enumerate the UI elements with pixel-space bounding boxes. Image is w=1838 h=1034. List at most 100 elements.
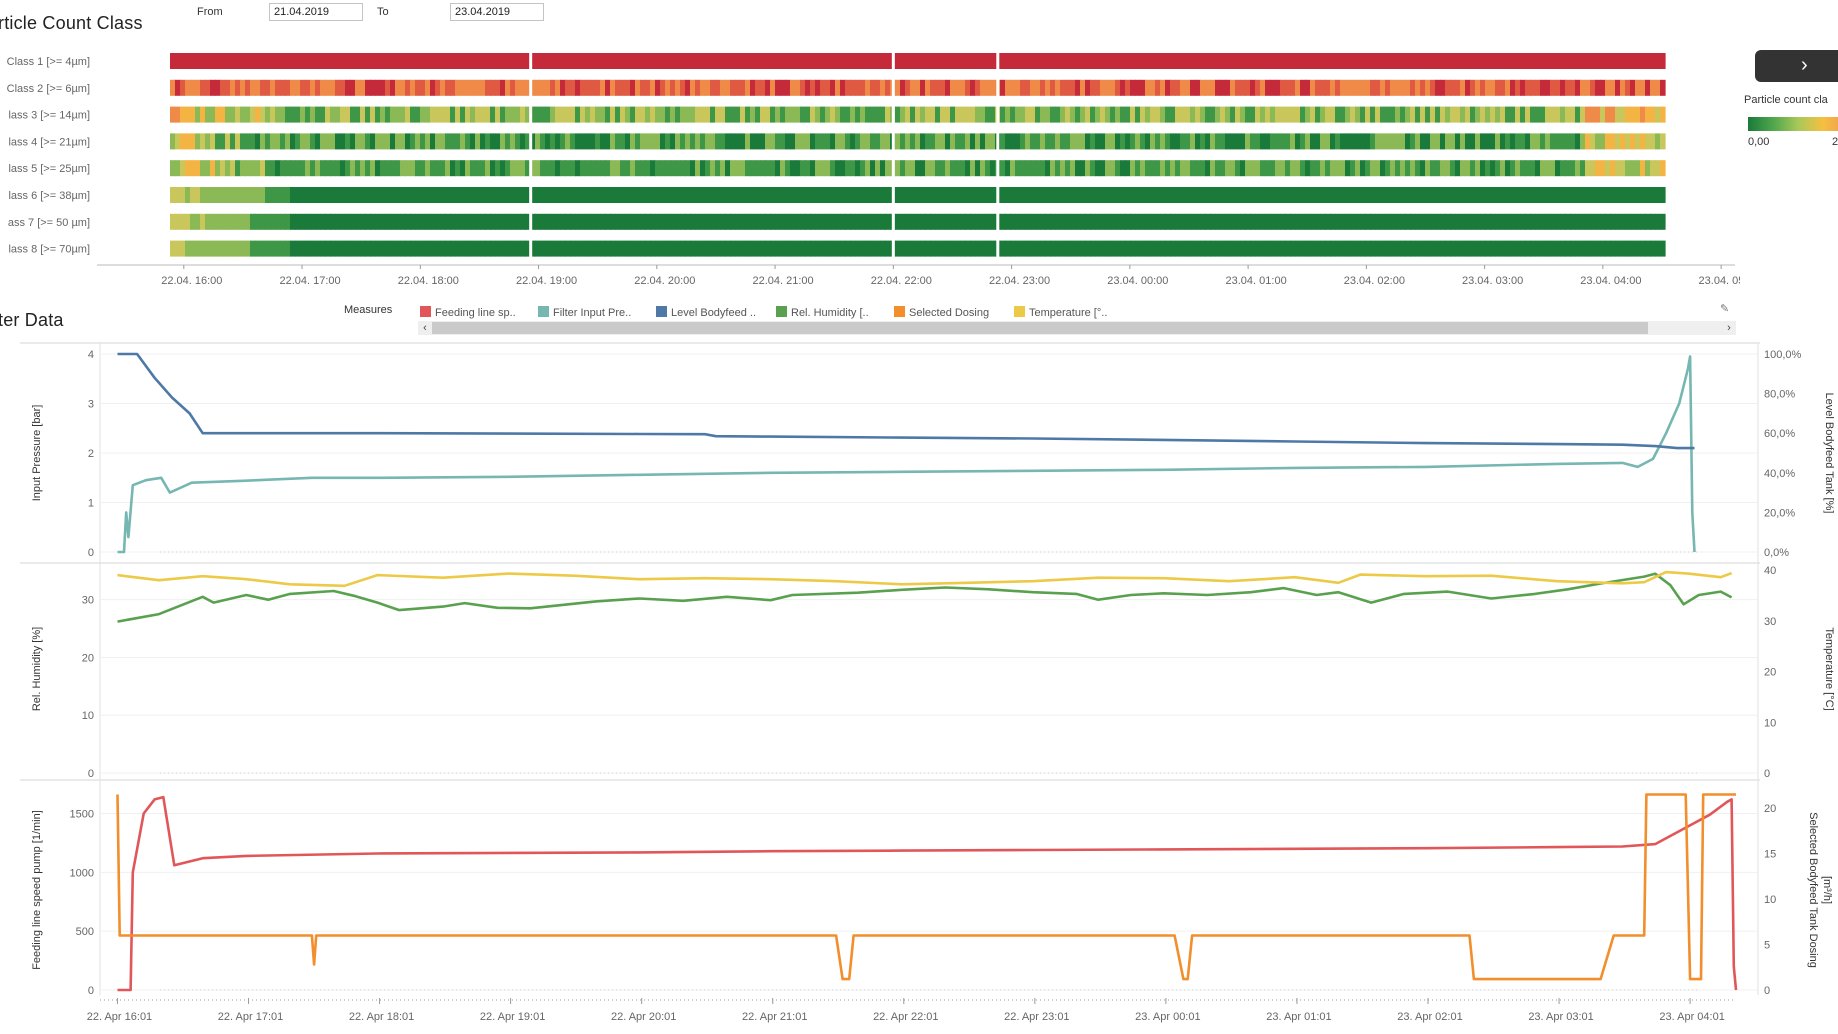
- heatmap-cell: [780, 53, 786, 69]
- heatmap-cell: [1210, 187, 1216, 203]
- heatmap-cell: [1510, 106, 1516, 123]
- heatmap-cell: [375, 187, 381, 203]
- next-page-button[interactable]: ›: [1755, 50, 1838, 82]
- heatmap-cell: [1435, 53, 1441, 69]
- y-right-tick-label: 40: [1764, 565, 1776, 577]
- heatmap-cell: [400, 133, 406, 150]
- heatmap-cell: [1440, 240, 1446, 257]
- heatmap-cell: [1450, 240, 1456, 257]
- heatmap-cell: [445, 160, 451, 177]
- heatmap-cell: [180, 133, 186, 150]
- heatmap-cell: [330, 106, 336, 123]
- heatmap-cell: [1300, 160, 1306, 177]
- heatmap-cell: [695, 79, 701, 96]
- heatmap-cell: [1555, 160, 1561, 177]
- heatmap-cell: [610, 240, 616, 257]
- heatmap-cell: [1615, 240, 1621, 257]
- measures-legend-item[interactable]: Filter Input Pre..: [538, 306, 631, 319]
- heatmap-cell: [1290, 240, 1296, 257]
- heatmap-cell: [1315, 106, 1321, 123]
- legend-label: Rel. Humidity [..: [791, 307, 869, 319]
- heatmap-cell: [385, 133, 391, 150]
- measures-legend-item[interactable]: Level Bodyfeed ..: [656, 306, 756, 319]
- heatmap-cell: [1180, 79, 1186, 96]
- heatmap-cell: [745, 79, 751, 96]
- heatmap-cell: [840, 106, 846, 123]
- heatmap-cell: [1595, 240, 1601, 257]
- heatmap-cell: [1035, 160, 1041, 177]
- heatmap-cell: [570, 160, 576, 177]
- scroll-right-icon[interactable]: ›: [1727, 322, 1731, 334]
- from-date-input[interactable]: 21.04.2019: [269, 3, 363, 21]
- heatmap-cell: [590, 106, 596, 123]
- heatmap-cell: [480, 160, 486, 177]
- heatmap-row: [170, 212, 1666, 231]
- heatmap-cell: [1635, 79, 1641, 96]
- heatmap-cell: [215, 106, 221, 123]
- heatmap-cell: [815, 106, 821, 123]
- heatmap-cell: [315, 53, 321, 69]
- heatmap-cell: [1315, 240, 1321, 257]
- heatmap-cell: [435, 79, 441, 96]
- heatmap-cell: [355, 160, 361, 177]
- x-tick-label: 22. Apr 17:01: [218, 1011, 283, 1023]
- heatmap-cell: [1440, 133, 1446, 150]
- heatmap-cell: [380, 133, 386, 150]
- heatmap-cell: [1475, 79, 1481, 96]
- heatmap-cell: [565, 160, 571, 177]
- heatmap-cell: [1135, 106, 1141, 123]
- heatmap-cell: [1085, 133, 1091, 150]
- heatmap-cell: [1515, 187, 1521, 203]
- heatmap-cell: [535, 160, 541, 177]
- heatmap-cell: [1570, 133, 1576, 150]
- heatmap-cell: [715, 240, 721, 257]
- heatmap-cell: [350, 79, 356, 96]
- scroll-left-icon[interactable]: ‹: [423, 322, 427, 334]
- heatmap-cell: [285, 53, 291, 69]
- heatmap-cell: [480, 213, 486, 230]
- heatmap-cell: [425, 133, 431, 150]
- measures-legend-item[interactable]: Feeding line sp..: [420, 306, 516, 319]
- legend-scrollbar[interactable]: ‹ ›: [418, 321, 1736, 335]
- heatmap-cell: [1620, 213, 1626, 230]
- heatmap-gap: [996, 159, 1000, 178]
- heatmap-cell: [435, 160, 441, 177]
- heatmap-cell: [345, 79, 351, 96]
- heatmap-cell: [470, 133, 476, 150]
- heatmap-cell: [300, 213, 306, 230]
- heatmap-cell: [1040, 213, 1046, 230]
- heatmap-cell: [1600, 187, 1606, 203]
- heatmap-cell: [1185, 106, 1191, 123]
- heatmap-cell: [775, 79, 781, 96]
- heatmap-cell: [930, 53, 936, 69]
- heatmap-cell: [420, 187, 426, 203]
- heatmap-cell: [395, 53, 401, 69]
- heatmap-cell: [665, 133, 671, 150]
- heatmap-cell: [865, 53, 871, 69]
- heatmap-cell: [1030, 53, 1036, 69]
- heatmap-cell: [1340, 106, 1346, 123]
- heatmap-cell: [1475, 160, 1481, 177]
- measures-legend-item[interactable]: Temperature [°..: [1014, 306, 1107, 319]
- heatmap-cell: [1370, 187, 1376, 203]
- heatmap-cell: [200, 106, 206, 123]
- heatmap-cell: [1445, 79, 1451, 96]
- to-date-input[interactable]: 23.04.2019: [450, 3, 544, 21]
- heatmap-cell: [1245, 213, 1251, 230]
- measures-legend-item[interactable]: Selected Dosing: [894, 306, 989, 319]
- measures-legend-item[interactable]: Rel. Humidity [..: [776, 306, 869, 319]
- heatmap-cell: [1360, 106, 1366, 123]
- heatmap-cell: [590, 187, 596, 203]
- heatmap-cell: [1550, 240, 1556, 257]
- pencil-icon[interactable]: ✎: [1720, 303, 1730, 315]
- heatmap-cell: [220, 240, 226, 257]
- heatmap-cell: [260, 133, 266, 150]
- scroll-thumb[interactable]: [432, 322, 1648, 334]
- heatmap-cell: [1550, 213, 1556, 230]
- heatmap-cell: [1480, 106, 1486, 123]
- heatmap-cell: [255, 187, 261, 203]
- heatmap-cell: [840, 160, 846, 177]
- heatmap-cell: [505, 240, 511, 257]
- heatmap-cell: [1425, 213, 1431, 230]
- heatmap-cell: [1080, 160, 1086, 177]
